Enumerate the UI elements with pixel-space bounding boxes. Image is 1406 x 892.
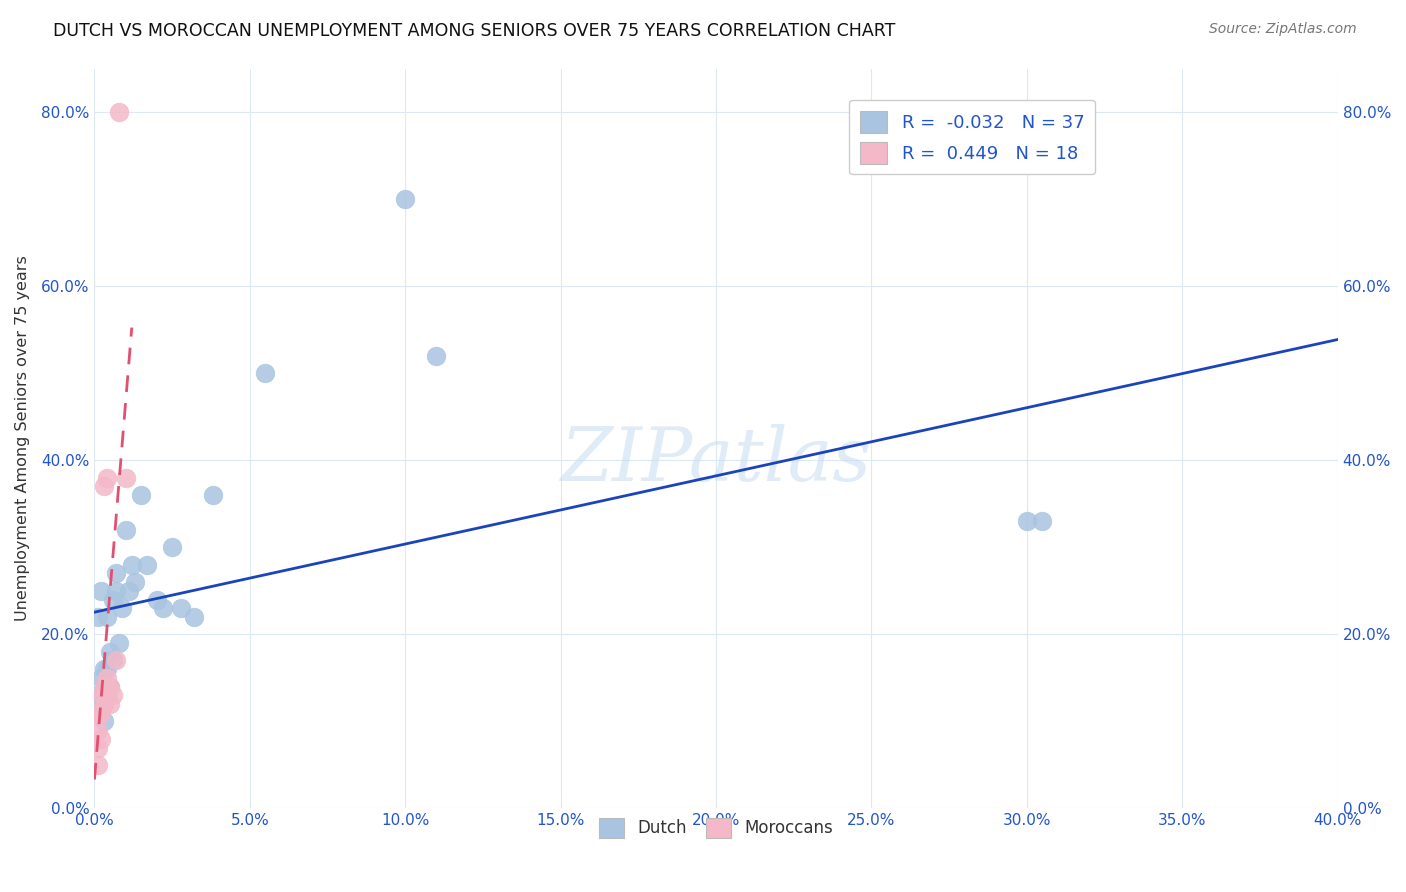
Point: [86, 723, 108, 737]
Point: [90, 706, 112, 720]
Point: [108, 636, 131, 650]
Point: [93, 680, 115, 694]
Point: [98, 645, 121, 659]
Point: [101, 688, 124, 702]
Point: [90, 731, 112, 746]
Point: [93, 479, 115, 493]
Point: [118, 583, 141, 598]
Text: ZIPatlas: ZIPatlas: [561, 425, 872, 497]
Point: [90, 583, 112, 598]
Point: [93, 662, 115, 676]
Point: [105, 653, 128, 667]
Point: [425, 349, 447, 363]
Point: [90, 697, 112, 711]
Point: [98, 680, 121, 694]
Point: [114, 523, 136, 537]
Point: [124, 575, 146, 590]
Point: [160, 541, 183, 555]
Point: [145, 592, 167, 607]
Point: [96, 610, 118, 624]
Point: [93, 697, 115, 711]
Legend: Dutch, Moroccans: Dutch, Moroccans: [592, 811, 841, 845]
Point: [111, 601, 134, 615]
Point: [96, 662, 118, 676]
Point: [152, 601, 174, 615]
Point: [101, 653, 124, 667]
Point: [93, 714, 115, 729]
Point: [114, 470, 136, 484]
Point: [394, 192, 416, 206]
Point: [108, 105, 131, 120]
Point: [170, 601, 193, 615]
Point: [105, 566, 128, 581]
Point: [98, 697, 121, 711]
Point: [1015, 514, 1038, 528]
Point: [183, 610, 205, 624]
Point: [93, 680, 115, 694]
Point: [93, 697, 115, 711]
Point: [1031, 514, 1053, 528]
Point: [86, 610, 108, 624]
Point: [96, 688, 118, 702]
Point: [96, 470, 118, 484]
Point: [129, 488, 152, 502]
Point: [86, 740, 108, 755]
Text: Source: ZipAtlas.com: Source: ZipAtlas.com: [1209, 22, 1357, 37]
Point: [90, 671, 112, 685]
Point: [121, 558, 143, 572]
Point: [86, 706, 108, 720]
Point: [98, 680, 121, 694]
Point: [90, 688, 112, 702]
Y-axis label: Unemployment Among Seniors over 75 years: Unemployment Among Seniors over 75 years: [15, 256, 30, 622]
Point: [86, 688, 108, 702]
Text: DUTCH VS MOROCCAN UNEMPLOYMENT AMONG SENIORS OVER 75 YEARS CORRELATION CHART: DUTCH VS MOROCCAN UNEMPLOYMENT AMONG SEN…: [53, 22, 896, 40]
Point: [105, 583, 128, 598]
Point: [96, 671, 118, 685]
Point: [101, 592, 124, 607]
Point: [254, 366, 277, 380]
Point: [201, 488, 224, 502]
Point: [136, 558, 159, 572]
Point: [86, 758, 108, 772]
